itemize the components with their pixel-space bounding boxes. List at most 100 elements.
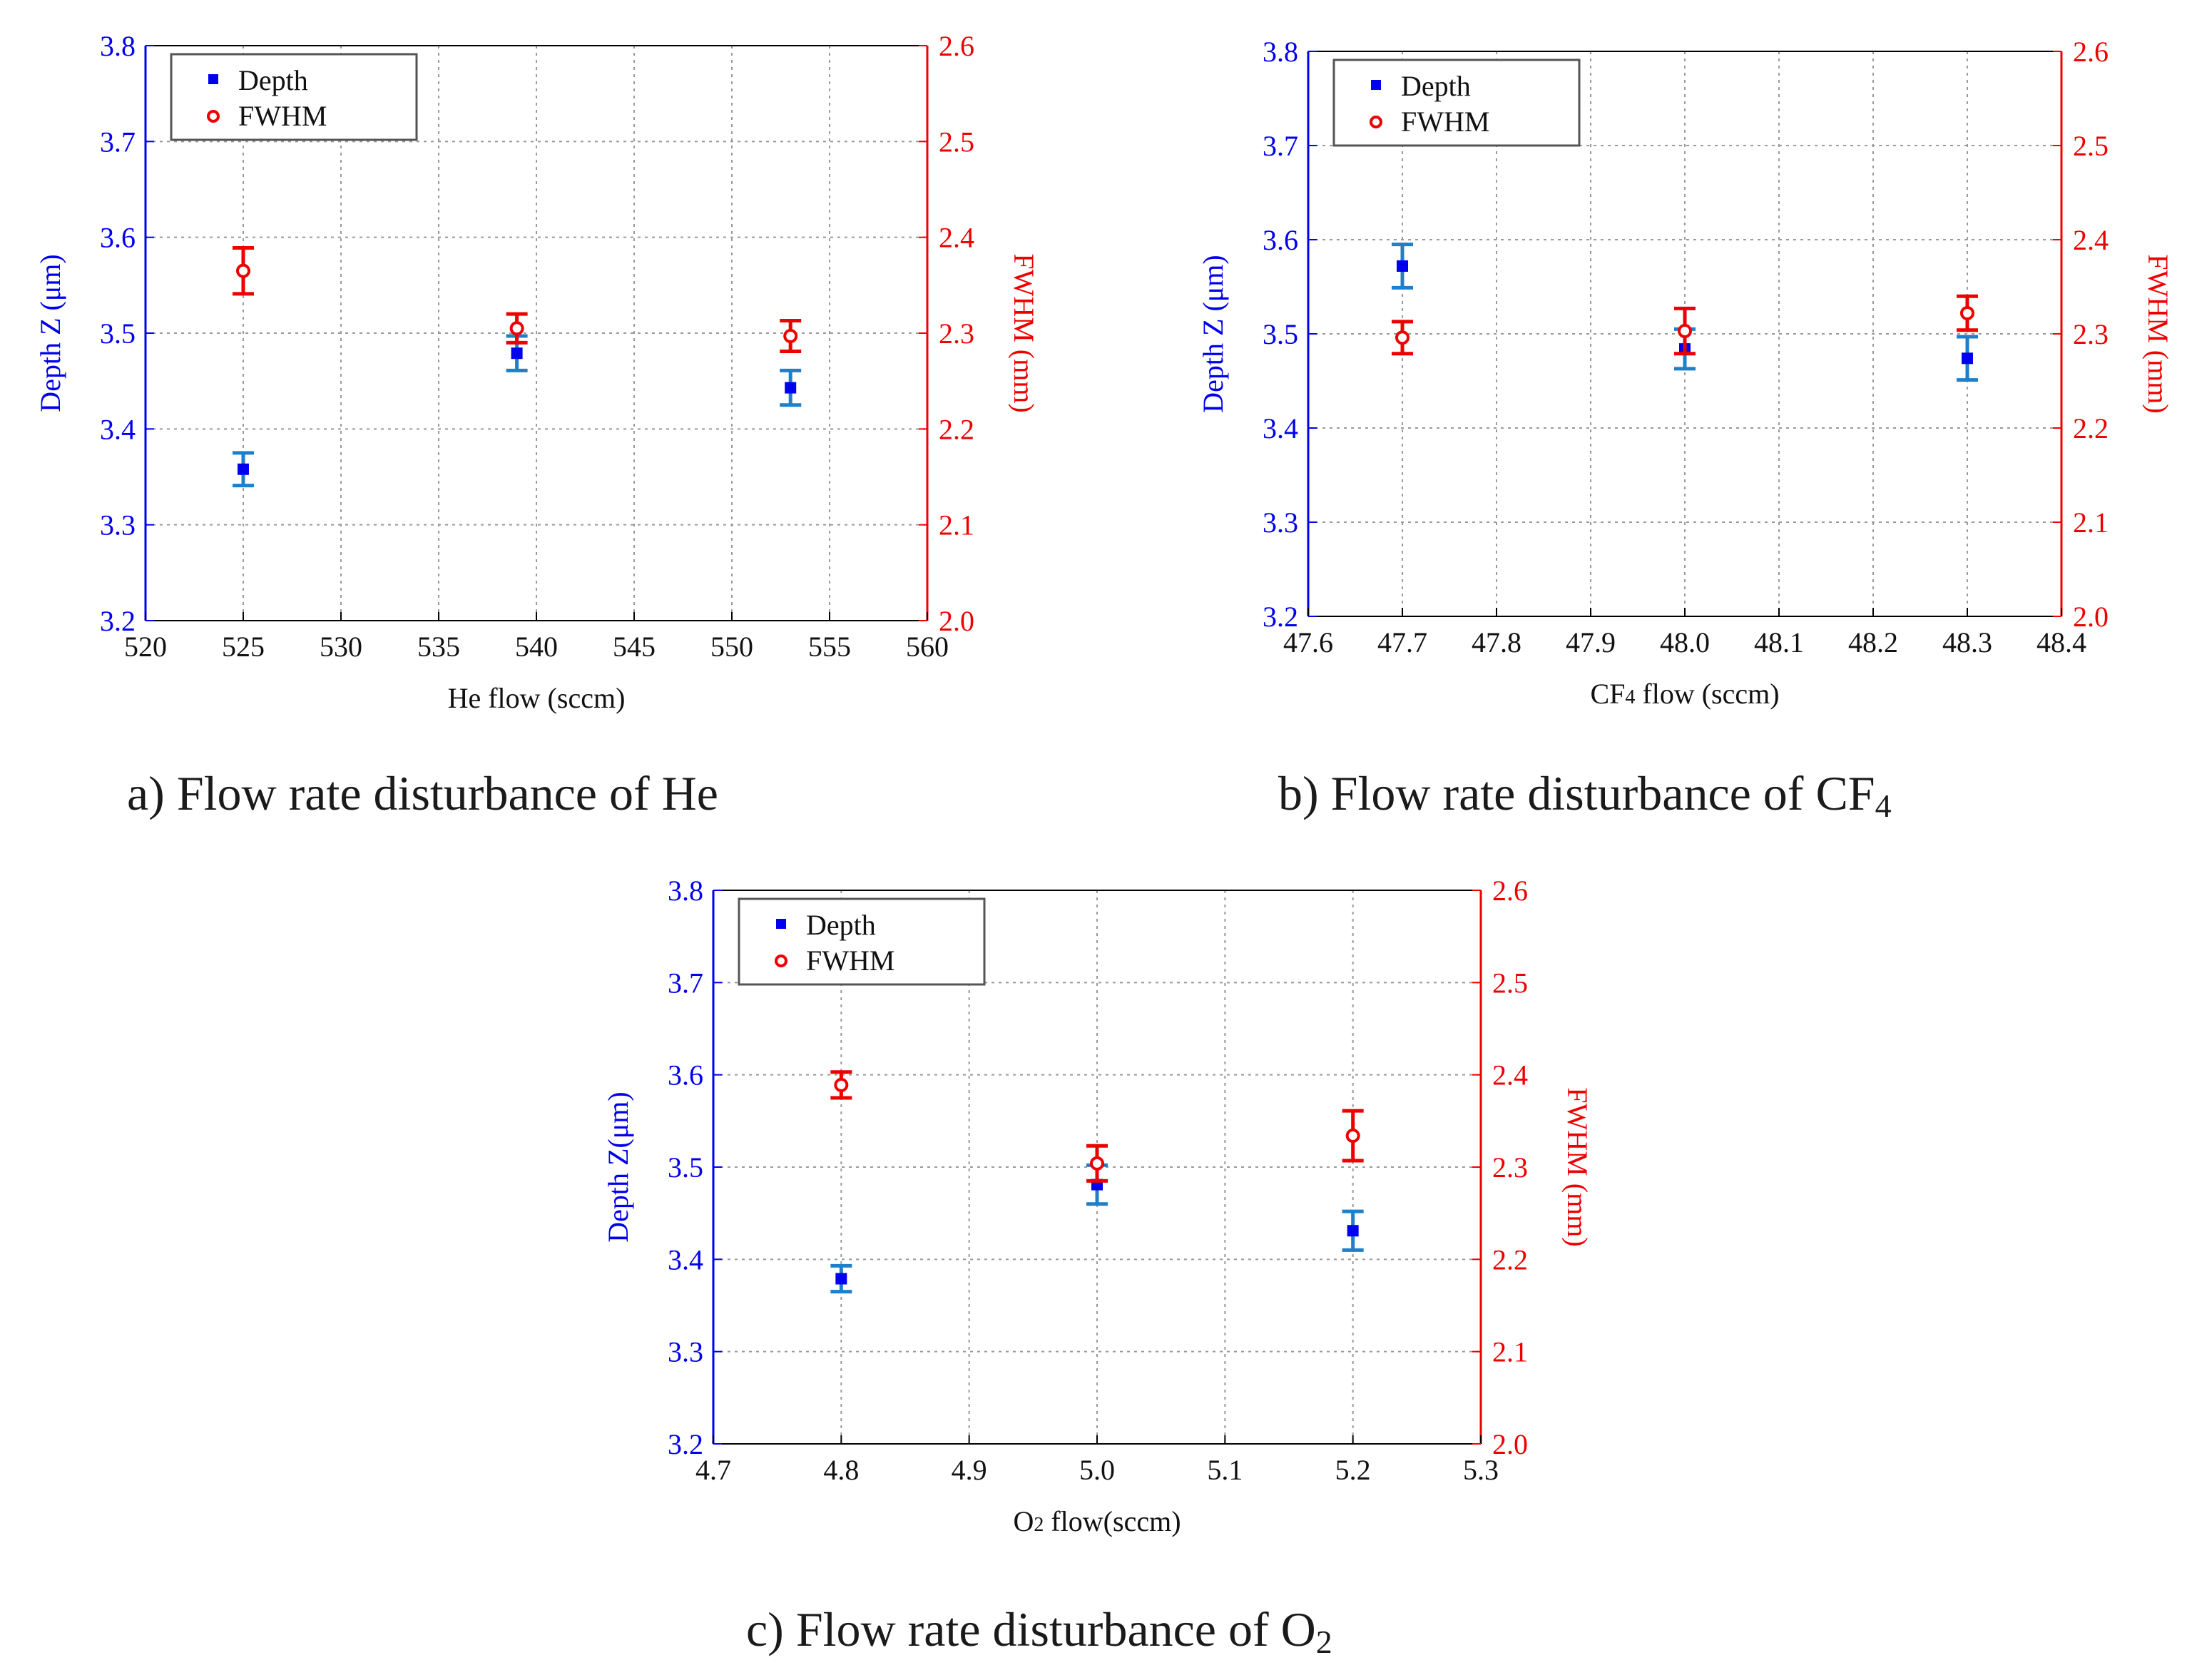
depth-point — [238, 463, 249, 475]
x-tick-label: 4.8 — [823, 1454, 859, 1486]
legend-box — [1332, 58, 1581, 147]
x-axis-title: CF4 flow (sccm) — [1590, 678, 1779, 710]
y-tick-label-right: 2.4 — [939, 222, 974, 254]
y-tick-label-right: 2.6 — [2073, 36, 2109, 68]
caption-b-subscript: 4 — [1875, 788, 1892, 824]
x-tick-label: 555 — [808, 631, 851, 663]
x-tick-label: 47.6 — [1283, 626, 1333, 658]
chart-panel-c: 4.7 4.8 4.9 5.0 5.1 5.2 5.3 3.2 3.3 3.4 3.5 3.6 3.7 3… — [602, 875, 1594, 1537]
y-tick-label-right: 2.5 — [939, 126, 974, 158]
x-axis-title-subscript: 4 — [1625, 686, 1635, 708]
fwhm-point — [834, 1077, 849, 1092]
y-tick-label-right: 2.3 — [939, 317, 974, 350]
y-tick-label-right: 2.6 — [1492, 875, 1528, 907]
x-axis-title: O2 flow(sccm) — [1013, 1505, 1181, 1537]
chart-panel-b: 47.6 47.7 47.8 47.9 48.0 48.1 48.2 48.3 48.4 3.2 3… — [1197, 36, 2174, 710]
y-tick-label-right: 2.1 — [2073, 506, 2109, 539]
x-tick-label: 520 — [124, 631, 167, 663]
fwhm-point — [1678, 324, 1692, 339]
depth-point — [1397, 260, 1408, 272]
x-tick-label: 5.0 — [1079, 1454, 1115, 1486]
caption-c-subscript: 2 — [1315, 1624, 1332, 1660]
y-axis-left-title: Depth Z (μm) — [34, 254, 66, 412]
y-tick-label-left: 3.7 — [1263, 130, 1298, 162]
x-tick-label: 4.9 — [952, 1454, 987, 1486]
legend-box — [170, 53, 418, 141]
y-tick-label-left: 3.5 — [1263, 318, 1298, 350]
x-axis-title-subscript: 2 — [1034, 1514, 1044, 1536]
x-axis-title-main: CF — [1590, 678, 1625, 710]
depth-point — [835, 1273, 847, 1285]
x-tick-label: 535 — [417, 631, 460, 663]
x-tick-label: 48.4 — [2036, 626, 2086, 658]
legend-depth-label: Depth — [1401, 70, 1471, 102]
x-tick-label: 4.7 — [695, 1454, 731, 1486]
x-tick-label: 5.3 — [1463, 1454, 1499, 1486]
y-tick-label-right: 2.2 — [1492, 1243, 1528, 1276]
x-tick-label: 560 — [906, 631, 949, 663]
y-tick-label-right: 2.5 — [2073, 130, 2109, 162]
x-tick-label: 5.2 — [1335, 1454, 1371, 1486]
y-tick-label-right: 2.4 — [1492, 1059, 1528, 1091]
y-tick-label-left: 3.5 — [668, 1151, 703, 1183]
y-tick-label-right: 2.1 — [939, 509, 974, 541]
legend-fwhm-label: FWHM — [806, 945, 894, 977]
y-tick-label-left: 3.2 — [1263, 601, 1298, 633]
y-tick-label-left: 3.3 — [1263, 506, 1298, 539]
depth-point — [511, 347, 523, 360]
y-tick-label-right: 2.2 — [939, 413, 974, 445]
x-axis-title-rest: flow (sccm) — [1635, 678, 1779, 710]
legend-depth-marker — [776, 919, 786, 929]
y-tick-label-right: 2.5 — [1492, 967, 1528, 999]
caption-c: c) Flow rate disturbance of O2 — [746, 1602, 1332, 1661]
x-tick-label: 5.1 — [1207, 1454, 1243, 1486]
y-tick-label-left: 3.8 — [668, 875, 703, 907]
caption-c-text: c) Flow rate disturbance of O — [746, 1602, 1316, 1656]
y-tick-label-right: 2.3 — [2073, 318, 2109, 350]
y-tick-label-left: 3.5 — [100, 317, 136, 350]
x-tick-label: 530 — [320, 631, 362, 663]
fwhm-point — [783, 329, 798, 344]
x-tick-label: 550 — [710, 631, 753, 663]
y-tick-label-left: 3.8 — [100, 30, 136, 62]
legend-fwhm-marker — [207, 110, 220, 123]
x-tick-label: 48.0 — [1660, 626, 1710, 658]
legend-fwhm-label: FWHM — [238, 100, 327, 132]
x-axis-title-main: He flow (sccm) — [448, 682, 626, 714]
depth-point — [785, 382, 797, 394]
legend-box — [738, 897, 986, 986]
x-tick-label: 525 — [222, 631, 265, 663]
y-axis-right-title: FWHM (mm) — [1008, 253, 1040, 412]
y-axis-right-title: FWHM (mm) — [2142, 254, 2174, 413]
y-tick-label-left: 3.8 — [1263, 36, 1298, 68]
caption-a-text: a) Flow rate disturbance of He — [127, 766, 718, 820]
y-tick-label-right: 2.0 — [2073, 601, 2109, 633]
y-tick-label-left: 3.3 — [668, 1336, 703, 1368]
y-tick-label-right: 2.1 — [1492, 1336, 1528, 1368]
y-tick-label-left: 3.3 — [100, 509, 136, 541]
y-tick-label-left: 3.6 — [100, 222, 136, 254]
x-axis-title: He flow (sccm) — [448, 682, 626, 714]
legend-fwhm-label: FWHM — [1401, 106, 1489, 138]
y-tick-label-left: 3.4 — [668, 1243, 703, 1276]
caption-a: a) Flow rate disturbance of He — [127, 765, 718, 825]
y-tick-label-right: 2.0 — [1492, 1428, 1528, 1460]
x-tick-label: 48.1 — [1754, 626, 1804, 658]
x-tick-label: 545 — [613, 631, 656, 663]
y-tick-label-left: 3.4 — [1263, 412, 1298, 444]
x-axis-title-rest: flow(sccm) — [1044, 1505, 1181, 1537]
y-axis-right-title: FWHM (mm) — [1561, 1087, 1594, 1246]
legend-fwhm-marker — [1370, 116, 1382, 128]
fwhm-point — [1395, 330, 1409, 345]
y-axis-left-title: Depth Z(μm) — [602, 1091, 634, 1242]
y-tick-label-right: 2.2 — [2073, 412, 2109, 444]
fwhm-point — [1090, 1156, 1104, 1171]
y-tick-label-left: 3.2 — [668, 1428, 703, 1460]
y-tick-label-left: 3.7 — [668, 967, 703, 999]
fwhm-point — [1960, 305, 1974, 320]
x-axis-title-main: O — [1013, 1505, 1034, 1537]
x-tick-label: 540 — [515, 631, 558, 663]
x-tick-label: 47.8 — [1472, 626, 1521, 658]
y-tick-label-left: 3.4 — [100, 413, 136, 445]
fwhm-point — [236, 263, 250, 278]
